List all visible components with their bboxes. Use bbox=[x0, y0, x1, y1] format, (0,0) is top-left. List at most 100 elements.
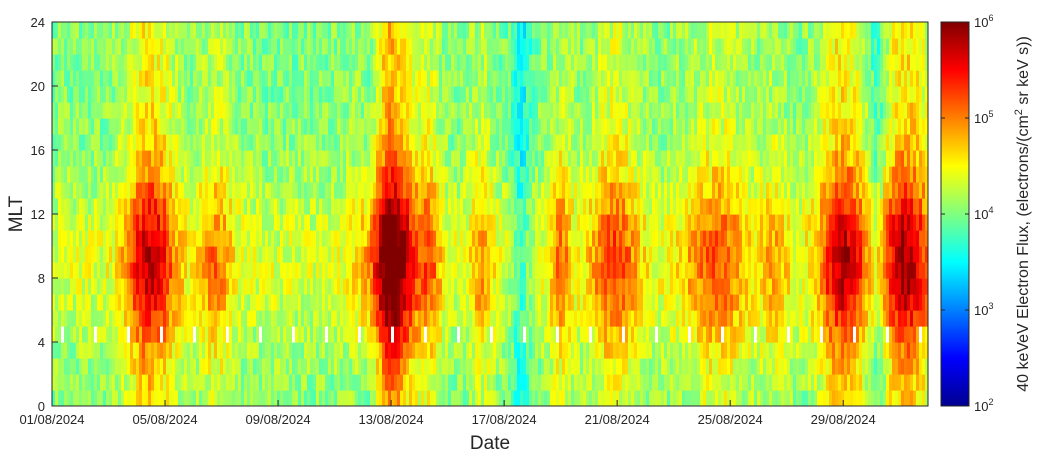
heatmap-cell bbox=[739, 310, 743, 327]
heatmap-cell bbox=[208, 278, 212, 295]
heatmap-cell bbox=[130, 166, 134, 183]
heatmap-cell bbox=[649, 326, 653, 343]
heatmap-cell bbox=[838, 390, 842, 406]
heatmap-cell bbox=[415, 294, 419, 311]
heatmap-cell bbox=[691, 310, 695, 327]
heatmap-cell bbox=[100, 326, 104, 343]
heatmap-cell bbox=[754, 134, 758, 151]
heatmap-cell bbox=[526, 342, 530, 359]
heatmap-cell bbox=[775, 326, 779, 343]
heatmap-cell bbox=[841, 294, 845, 311]
heatmap-cell bbox=[586, 198, 590, 215]
heatmap-cell bbox=[160, 246, 164, 263]
heatmap-cell bbox=[892, 374, 896, 391]
heatmap-cell bbox=[475, 278, 479, 295]
heatmap-cell bbox=[799, 262, 803, 279]
heatmap-cell bbox=[469, 150, 473, 167]
heatmap-cell bbox=[259, 342, 263, 359]
heatmap-cell bbox=[733, 358, 737, 375]
heatmap-cell bbox=[112, 342, 116, 359]
heatmap-cell bbox=[481, 262, 485, 279]
heatmap-cell bbox=[694, 326, 698, 343]
heatmap-cell bbox=[709, 230, 713, 247]
heatmap-cell bbox=[487, 310, 491, 327]
heatmap-cell bbox=[874, 374, 878, 391]
heatmap-cell bbox=[763, 310, 767, 327]
heatmap-cell bbox=[190, 166, 194, 183]
heatmap-cell bbox=[853, 294, 857, 311]
heatmap-cell bbox=[256, 246, 260, 263]
heatmap-cell bbox=[331, 150, 335, 167]
heatmap-cell bbox=[916, 278, 920, 295]
heatmap-cell bbox=[817, 310, 821, 327]
heatmap-cell bbox=[352, 326, 356, 343]
heatmap-cell bbox=[286, 390, 290, 406]
heatmap-cell bbox=[838, 214, 842, 231]
heatmap-cell bbox=[154, 182, 158, 199]
heatmap-cell bbox=[901, 342, 905, 359]
heatmap-cell bbox=[310, 342, 314, 359]
heatmap-cell bbox=[340, 310, 344, 327]
heatmap-cell bbox=[694, 134, 698, 151]
heatmap-cell bbox=[406, 358, 410, 375]
heatmap-cell bbox=[529, 182, 533, 199]
heatmap-cell bbox=[487, 358, 491, 375]
heatmap-cell bbox=[835, 358, 839, 375]
heatmap-cell bbox=[118, 150, 122, 167]
heatmap-cell bbox=[823, 150, 827, 167]
heatmap-cell bbox=[646, 390, 650, 406]
heatmap-cell bbox=[286, 150, 290, 167]
heatmap-cell bbox=[583, 230, 587, 247]
heatmap-cell bbox=[424, 134, 428, 151]
heatmap-cell bbox=[280, 310, 284, 327]
heatmap-cell bbox=[607, 166, 611, 183]
heatmap-cell bbox=[94, 374, 98, 391]
heatmap-cell bbox=[427, 358, 431, 375]
heatmap-cell bbox=[352, 150, 356, 167]
heatmap-cell bbox=[139, 246, 143, 263]
heatmap-cell bbox=[814, 390, 818, 406]
heatmap-cell bbox=[271, 342, 275, 359]
heatmap-cell bbox=[772, 294, 776, 311]
heatmap-cell bbox=[493, 374, 497, 391]
heatmap-cell bbox=[856, 310, 860, 327]
heatmap-cell bbox=[727, 246, 731, 263]
heatmap-cell bbox=[661, 390, 665, 406]
heatmap-cell bbox=[541, 310, 545, 327]
heatmap-cell bbox=[451, 342, 455, 359]
heatmap-cell bbox=[418, 198, 422, 215]
heatmap-cell bbox=[535, 150, 539, 167]
heatmap-cell bbox=[403, 166, 407, 183]
heatmap-cell bbox=[874, 198, 878, 215]
heatmap-cell bbox=[247, 294, 251, 311]
heatmap-cell bbox=[646, 358, 650, 375]
heatmap-cell bbox=[610, 150, 614, 167]
heatmap-cell bbox=[445, 326, 449, 343]
heatmap-cell bbox=[841, 198, 845, 215]
heatmap-cell bbox=[358, 342, 362, 359]
heatmap-cell bbox=[463, 262, 467, 279]
heatmap-cell bbox=[73, 278, 77, 295]
heatmap-cell bbox=[202, 214, 206, 231]
heatmap-cell bbox=[85, 342, 89, 359]
heatmap-cell bbox=[52, 326, 56, 343]
heatmap-cell bbox=[925, 246, 928, 263]
heatmap-cell bbox=[172, 198, 176, 215]
heatmap-cell bbox=[880, 294, 884, 311]
heatmap-cell bbox=[376, 246, 380, 263]
heatmap-cell bbox=[889, 310, 893, 327]
heatmap-cell bbox=[367, 278, 371, 295]
heatmap-cell bbox=[202, 166, 206, 183]
heatmap-cell bbox=[559, 358, 563, 375]
heatmap-cell bbox=[409, 198, 413, 215]
heatmap-cell bbox=[79, 246, 83, 263]
heatmap-cell bbox=[643, 134, 647, 151]
heatmap-cell bbox=[523, 342, 527, 359]
heatmap-cell bbox=[82, 342, 86, 359]
heatmap-cell bbox=[724, 230, 728, 247]
heatmap-cell bbox=[187, 230, 191, 247]
heatmap-cell bbox=[904, 294, 908, 311]
heatmap-cell bbox=[619, 262, 623, 279]
heatmap-cell bbox=[286, 246, 290, 263]
heatmap-cell bbox=[850, 310, 854, 327]
